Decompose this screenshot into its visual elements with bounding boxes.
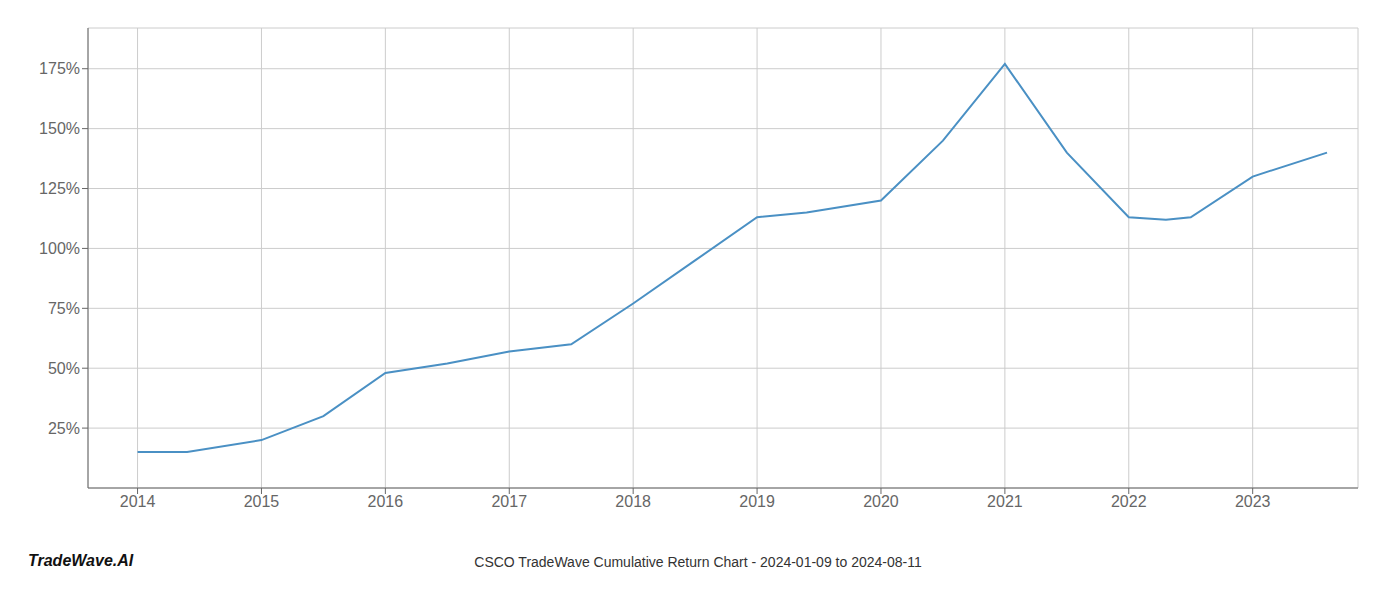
svg-text:2019: 2019 (739, 493, 775, 510)
svg-text:2016: 2016 (368, 493, 404, 510)
svg-text:175%: 175% (39, 60, 80, 77)
svg-text:100%: 100% (39, 240, 80, 257)
svg-text:50%: 50% (48, 360, 80, 377)
svg-text:150%: 150% (39, 120, 80, 137)
svg-text:2020: 2020 (863, 493, 899, 510)
svg-text:25%: 25% (48, 420, 80, 437)
html-text:CSCO TradeWave Cumulative Retu: CSCO TradeWave Cumulative Return Chart -… (474, 554, 922, 570)
svg-text:2023: 2023 (1235, 493, 1271, 510)
svg-text:2018: 2018 (615, 493, 651, 510)
svg-text:2014: 2014 (120, 493, 156, 510)
svg-text:125%: 125% (39, 180, 80, 197)
svg-text:75%: 75% (48, 300, 80, 317)
svg-text:2021: 2021 (987, 493, 1023, 510)
svg-text:2017: 2017 (491, 493, 527, 510)
svg-text:2022: 2022 (1111, 493, 1147, 510)
html-text:TradeWave.AI: TradeWave.AI (28, 552, 134, 569)
svg-text:2015: 2015 (244, 493, 280, 510)
